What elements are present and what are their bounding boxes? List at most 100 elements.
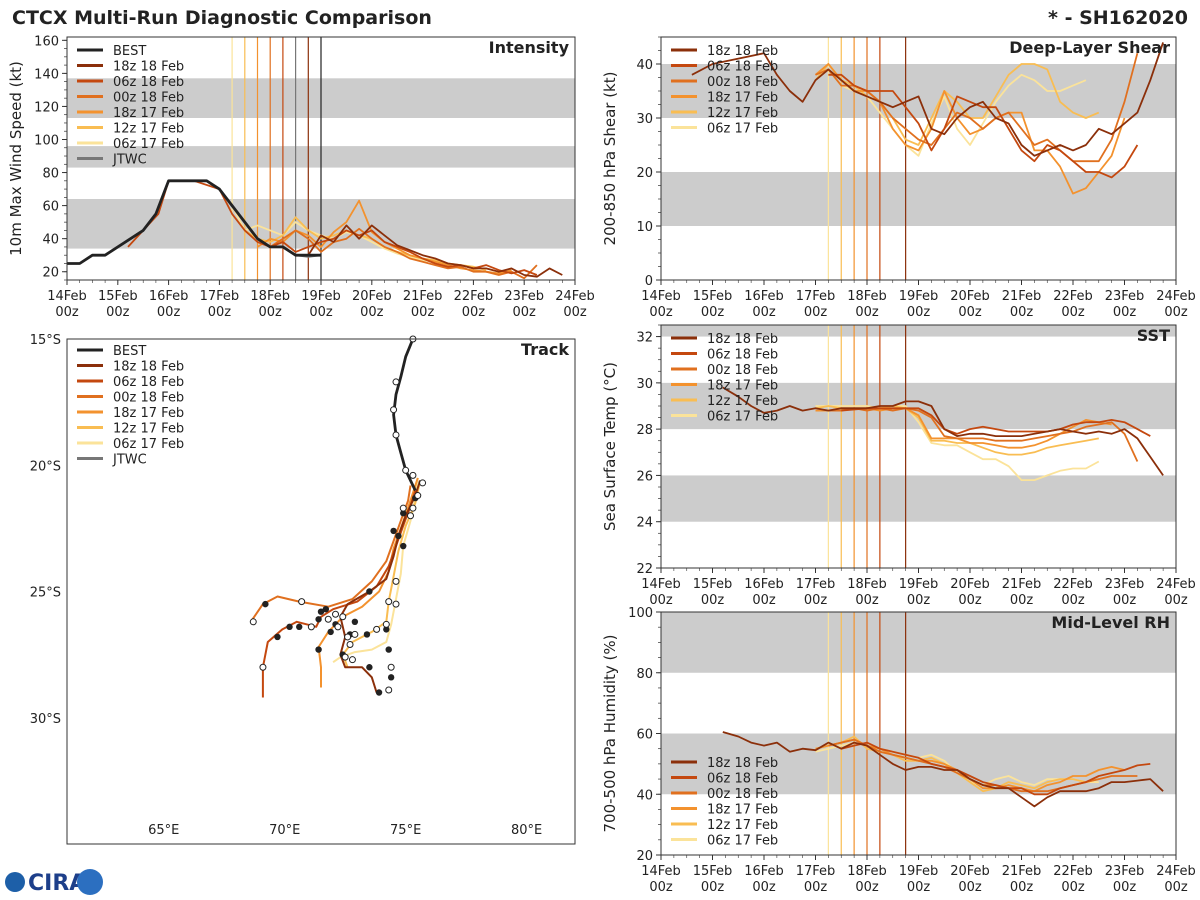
track-marker-open [341,653,349,661]
rh-xtick-date: 23Feb [1105,864,1145,879]
sst-xtick-date: 24Feb [1156,577,1196,592]
track-lat-label: 15°S [30,333,61,348]
sst-series-18z-18-feb [722,386,1164,476]
shear-ytick-label: 20 [636,166,653,181]
track-series-00z-18-feb [249,485,412,623]
track-marker-filled [375,689,383,696]
sst-xtick-hour: 00z [752,593,776,608]
track-marker-filled [315,646,322,653]
intensity-xtick-date: 20Feb [352,289,392,304]
sst-xtick-hour: 00z [855,593,879,608]
track-legend-label: 00z 18 Feb [113,391,184,406]
track-marker-open [402,466,410,474]
shear-xtick-date: 23Feb [1105,289,1145,304]
rh-shade-band [661,612,1176,673]
intensity-xtick-date: 22Feb [454,289,494,304]
intensity-xtick-date: 15Feb [98,289,138,304]
sst-ytick-label: 32 [636,331,653,346]
track-marker-filled [363,631,371,638]
rh-xtick-hour: 00z [855,880,879,895]
sst-plot-background [661,325,1176,568]
shear-xtick-hour: 00z [1061,305,1085,320]
sst-title: SST [1137,326,1170,345]
track-marker-filled [262,600,269,608]
sst-xtick-hour: 00z [649,593,673,608]
sst-xtick-date: 16Feb [744,577,784,592]
intensity-series-best [67,179,321,265]
sst-series-06z-18-feb [841,407,1151,437]
track-marker-open [373,625,381,633]
shear-xtick-date: 16Feb [744,289,784,304]
shear-xtick-date: 22Feb [1053,289,1093,304]
intensity-xtick-date: 18Feb [250,289,290,304]
sst-xtick-hour: 00z [1010,593,1034,608]
sst-legend-label: 00z 18 Feb [707,363,778,378]
intensity-legend-label: 06z 18 Feb [113,75,184,90]
rh-xtick-hour: 00z [701,880,725,895]
rh-xtick-date: 19Feb [899,864,939,879]
track-lat-label: 20°S [30,459,61,474]
track-marker-open [385,686,393,694]
panel-shear: 01020304014Feb00z15Feb00z16Feb00z17Feb00… [601,36,1196,320]
intensity-xtick-date: 19Feb [301,289,341,304]
intensity-xtick-hour: 00z [360,305,384,320]
rh-xtick-date: 17Feb [796,864,836,879]
shear-xtick-date: 20Feb [950,289,990,304]
rh-legend-label: 06z 17 Feb [707,834,778,849]
shear-shade-band [661,64,1176,118]
track-marker-open [392,378,400,386]
intensity-legend-label: 12z 17 Feb [113,122,184,137]
track-legend-label: BEST [113,344,146,359]
intensity-xtick-date: 23Feb [504,289,544,304]
sst-ytick-label: 28 [636,423,653,438]
shear-ytick-label: 10 [636,220,653,235]
track-series-06z-18-feb [261,490,417,698]
intensity-title: Intensity [489,38,570,57]
rh-xtick-date: 24Feb [1156,864,1196,879]
track-marker-filled [351,618,359,625]
track-marker-open [249,618,257,626]
sst-xtick-hour: 00z [1113,593,1137,608]
track-marker-open [419,479,427,487]
track-marker-open [387,663,395,671]
track-marker-open [392,577,400,585]
panel-sst: 22242628303214Feb00z15Feb00z16Feb00z17Fe… [601,324,1196,608]
rh-title: Mid-Level RH [1051,613,1170,632]
track-series-best [392,338,417,492]
track-marker-open [344,633,352,641]
intensity-ytick-label: 140 [34,67,59,82]
shear-series-00z-18-feb [815,52,1139,163]
intensity-xtick-hour: 00z [513,305,537,320]
track-marker-open [346,641,354,649]
track-legend-label: 18z 18 Feb [113,360,184,375]
intensity-ytick-label: 100 [34,133,59,148]
rh-xtick-hour: 00z [1010,880,1034,895]
intensity-xtick-hour: 00z [157,305,181,320]
shear-series-18z-18-feb [691,42,1164,157]
track-marker-filled [385,646,392,653]
track-marker-filled [327,628,334,636]
intensity-series-18z-18-feb [307,224,563,278]
rh-series-18z-18-feb [722,731,1164,808]
sst-xtick-hour: 00z [907,593,931,608]
shear-xtick-hour: 00z [1164,305,1188,320]
intensity-xtick-date: 24Feb [555,289,595,304]
sst-ytick-label: 26 [636,469,653,484]
rh-xtick-hour: 00z [804,880,828,895]
shear-xtick-hour: 00z [907,305,931,320]
rh-xtick-date: 15Feb [693,864,733,879]
track-marker-open [399,504,407,512]
intensity-xtick-hour: 00z [309,305,333,320]
figure-title: CTCX Multi-Run Diagnostic Comparison [12,7,432,29]
sst-ytick-label: 30 [636,377,653,392]
sst-xtick-hour: 00z [1061,593,1085,608]
intensity-xtick-hour: 00z [411,305,435,320]
track-marker-open [259,663,267,671]
rh-xtick-hour: 00z [958,880,982,895]
shear-legend-label: 00z 18 Feb [707,75,778,90]
track-lon-label: 75°E [390,823,421,838]
shear-xtick-date: 19Feb [899,289,939,304]
sst-xtick-date: 19Feb [899,577,939,592]
sst-xtick-hour: 00z [958,593,982,608]
intensity-ytick-label: 120 [34,100,59,115]
